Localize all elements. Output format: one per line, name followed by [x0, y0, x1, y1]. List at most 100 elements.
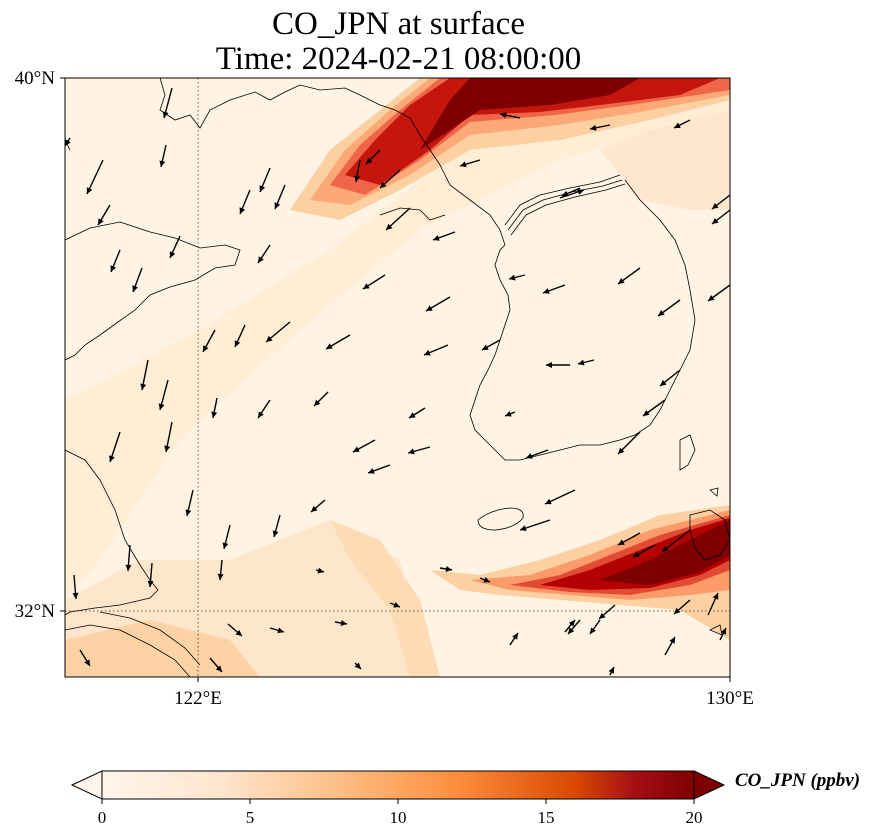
wind-vector-head [720, 628, 726, 635]
wind-vector-head [125, 564, 132, 571]
wind-vector-head [366, 157, 373, 164]
wind-vector-head [433, 235, 440, 241]
wind-vector-head [147, 580, 154, 587]
wind-vector-head [712, 217, 719, 224]
wind-vector-head [368, 468, 375, 474]
wind-vector-head [543, 288, 550, 294]
wind-vector-head [354, 175, 361, 182]
wind-vector-head [482, 344, 489, 350]
colorbar-label: CO_JPN (ppbv) [735, 770, 860, 791]
wind-vector-head [72, 592, 79, 599]
wind-vector-head [658, 310, 665, 316]
wind-vector-head [568, 627, 575, 634]
wind-vector-head [235, 629, 242, 636]
wind-vector-head [409, 412, 416, 418]
wind-vector-head [259, 185, 266, 192]
wind-vector-head [424, 349, 431, 356]
wind-vector-head [258, 256, 264, 263]
wind-vector-head [669, 637, 675, 644]
wind-vector-head [546, 362, 552, 368]
wind-vector-head [158, 403, 165, 410]
wind-vector-head [159, 160, 166, 167]
colorbar-extend-max [693, 770, 726, 800]
wind-vector-head [211, 411, 218, 418]
wind-vector-head [239, 207, 246, 214]
wind-vector-head [568, 620, 575, 627]
wind-vector-head [317, 567, 324, 574]
wind-vector-head [326, 343, 333, 349]
wind-vector-head [562, 190, 569, 197]
map-frame [64, 77, 731, 678]
wind-vector-head [380, 181, 387, 188]
wind-vector-head [140, 383, 147, 390]
wind-vector-head [215, 665, 222, 672]
wind-vector-head [526, 453, 533, 459]
wind-vector-head [353, 446, 360, 452]
colorbar-tick-10: 10 [390, 808, 407, 827]
wind-vector-head [393, 601, 400, 608]
colorbar-bar [101, 770, 695, 800]
colorbar-tick-20: 20 [686, 808, 703, 827]
wind-vector-head [86, 187, 93, 194]
wind-vector-head [65, 139, 71, 146]
x-tick-label-122E: 122°E [174, 688, 222, 709]
wind-vector-head [500, 112, 507, 119]
wind-vector-head [272, 530, 279, 537]
x-tick-label-130E: 130°E [706, 688, 754, 709]
coastlines [65, 78, 730, 677]
wind-vector-head [185, 509, 192, 516]
wind-vector-head [590, 124, 597, 131]
wind-vector-head [520, 525, 527, 531]
colorbar: 0 5 10 15 20 CO_JPN (ppbv) [70, 770, 860, 827]
wind-vector-head [408, 448, 415, 455]
wind-vector-head [314, 399, 321, 406]
wind-vector-head [608, 667, 614, 674]
wind-vector-head [266, 335, 273, 342]
wind-vector-head [169, 251, 176, 258]
wind-vector-head [217, 573, 224, 580]
wind-vector-head [578, 359, 585, 366]
wind-vector-head [660, 379, 667, 386]
wind-vector-head [643, 410, 650, 416]
wind-vector-head [203, 345, 209, 352]
wind-vector-head [222, 542, 229, 549]
colorbar-tick-5: 5 [246, 808, 255, 827]
wind-vector-head [164, 445, 171, 452]
gridlines [65, 78, 730, 677]
wind-vector-head [445, 566, 452, 572]
wind-vector-head [483, 576, 490, 583]
wind-vector-head [633, 551, 640, 557]
wind-vector-head [505, 410, 512, 417]
wind-vector-head [162, 111, 169, 118]
wind-vector-head [512, 633, 518, 640]
axis-ticks [60, 77, 731, 682]
wind-vector-head [426, 305, 433, 311]
y-tick-label-32N: 32°N [15, 601, 56, 622]
wind-vector-head [712, 593, 719, 600]
wind-vectors [65, 87, 730, 676]
wind-vector-head [545, 498, 552, 505]
wind-vector-head [258, 411, 264, 418]
wind-vector-head [618, 539, 625, 545]
wind-vector-head [674, 607, 681, 614]
wind-vector-head [354, 662, 361, 669]
colorbar-tick-15: 15 [538, 808, 555, 827]
wind-vector-head [234, 340, 241, 347]
wind-vector-head [363, 283, 370, 289]
wind-vector-head [98, 218, 104, 225]
wind-vector-head [132, 285, 138, 292]
wind-vector-head [577, 189, 584, 195]
wind-vector-head [311, 505, 318, 512]
map-title-line2: Time: 2024-02-21 08:00:00 [215, 41, 582, 77]
concentration-field [65, 78, 730, 677]
wind-vector-head [277, 627, 284, 634]
wind-vector-head [590, 627, 596, 634]
wind-vector-head [674, 122, 681, 128]
wind-vector-head [599, 612, 606, 619]
map-title-line1: CO_JPN at surface [272, 6, 525, 42]
wind-vector-head [509, 274, 516, 281]
wind-vector-head [712, 202, 719, 209]
wind-vector-head [708, 295, 715, 301]
wind-vector-head [662, 545, 669, 552]
